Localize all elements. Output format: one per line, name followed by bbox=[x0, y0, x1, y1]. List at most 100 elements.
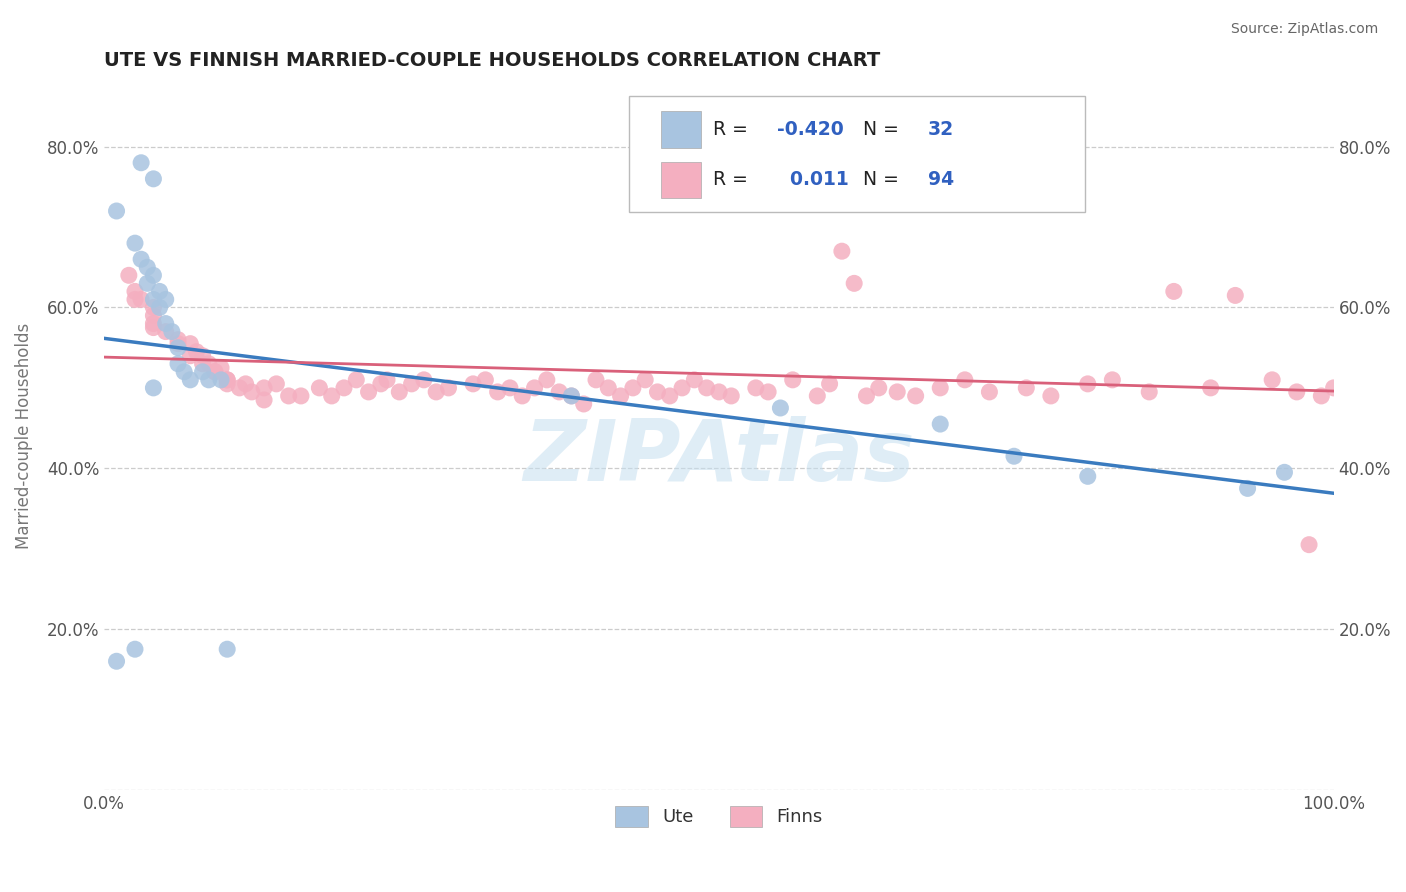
Point bbox=[167, 336, 190, 351]
Point bbox=[510, 389, 533, 403]
Point bbox=[142, 301, 165, 315]
Point bbox=[769, 401, 792, 415]
Point bbox=[228, 381, 250, 395]
Point bbox=[560, 389, 582, 403]
Point bbox=[1298, 538, 1320, 552]
Point bbox=[155, 317, 177, 331]
Text: R =: R = bbox=[713, 170, 748, 189]
Point bbox=[167, 333, 190, 347]
Point bbox=[197, 373, 219, 387]
Point bbox=[1077, 469, 1099, 483]
Point bbox=[167, 341, 190, 355]
Text: Source: ZipAtlas.com: Source: ZipAtlas.com bbox=[1230, 22, 1378, 37]
Text: -0.420: -0.420 bbox=[776, 120, 844, 139]
Point bbox=[375, 373, 398, 387]
Point bbox=[1225, 288, 1247, 302]
Point bbox=[621, 381, 644, 395]
Point bbox=[290, 389, 312, 403]
Point bbox=[855, 389, 877, 403]
Point bbox=[253, 392, 276, 407]
Legend: Ute, Finns: Ute, Finns bbox=[607, 798, 830, 834]
Point bbox=[720, 196, 742, 211]
Point bbox=[105, 654, 128, 668]
Point bbox=[148, 301, 170, 315]
Point bbox=[1101, 373, 1123, 387]
Point bbox=[1137, 384, 1160, 399]
Point bbox=[197, 357, 219, 371]
Point bbox=[191, 349, 214, 363]
Point bbox=[129, 155, 152, 169]
Point bbox=[1236, 482, 1258, 496]
Point bbox=[671, 381, 693, 395]
Point bbox=[148, 285, 170, 299]
Point bbox=[155, 325, 177, 339]
Point bbox=[142, 317, 165, 331]
Point bbox=[560, 389, 582, 403]
Point bbox=[253, 381, 276, 395]
Text: R =: R = bbox=[713, 120, 748, 139]
Point bbox=[191, 365, 214, 379]
Point bbox=[634, 373, 657, 387]
Point bbox=[499, 381, 522, 395]
Point bbox=[105, 204, 128, 219]
Y-axis label: Married-couple Households: Married-couple Households bbox=[15, 323, 32, 549]
Point bbox=[1002, 449, 1025, 463]
Point bbox=[806, 389, 828, 403]
Point bbox=[461, 376, 484, 391]
Point bbox=[167, 357, 190, 371]
Bar bbox=[661, 112, 700, 148]
Point bbox=[1274, 465, 1296, 479]
Point bbox=[124, 285, 146, 299]
Point bbox=[720, 389, 742, 403]
Point bbox=[1039, 389, 1062, 403]
Point bbox=[142, 309, 165, 323]
Point bbox=[745, 381, 768, 395]
Point bbox=[401, 376, 423, 391]
Text: 94: 94 bbox=[928, 170, 955, 189]
Point bbox=[818, 376, 841, 391]
Point bbox=[979, 384, 1001, 399]
Point bbox=[217, 373, 239, 387]
Point bbox=[142, 381, 165, 395]
Point bbox=[609, 389, 631, 403]
Point bbox=[683, 373, 706, 387]
FancyBboxPatch shape bbox=[630, 95, 1085, 211]
Point bbox=[658, 389, 681, 403]
Point bbox=[217, 642, 239, 657]
Point bbox=[536, 373, 558, 387]
Point bbox=[1323, 381, 1346, 395]
Point bbox=[142, 171, 165, 186]
Point bbox=[437, 381, 460, 395]
Point bbox=[204, 365, 226, 379]
Point bbox=[118, 268, 141, 283]
Point bbox=[235, 376, 257, 391]
Point bbox=[572, 397, 595, 411]
Point bbox=[129, 252, 152, 267]
Point bbox=[1015, 381, 1038, 395]
Text: 32: 32 bbox=[928, 120, 955, 139]
Point bbox=[756, 384, 779, 399]
Point bbox=[412, 373, 434, 387]
Point bbox=[142, 320, 165, 334]
Point bbox=[370, 376, 392, 391]
Text: UTE VS FINNISH MARRIED-COUPLE HOUSEHOLDS CORRELATION CHART: UTE VS FINNISH MARRIED-COUPLE HOUSEHOLDS… bbox=[104, 51, 880, 70]
Point bbox=[179, 336, 201, 351]
Point bbox=[173, 365, 195, 379]
Point bbox=[186, 344, 208, 359]
Text: 0.011: 0.011 bbox=[776, 170, 848, 189]
Point bbox=[782, 373, 804, 387]
Point bbox=[179, 373, 201, 387]
Point bbox=[179, 349, 201, 363]
Point bbox=[707, 384, 730, 399]
Point bbox=[904, 389, 927, 403]
Point bbox=[142, 293, 165, 307]
Point bbox=[523, 381, 546, 395]
Text: N =: N = bbox=[863, 120, 898, 139]
Point bbox=[240, 384, 263, 399]
Point bbox=[217, 376, 239, 391]
Point bbox=[357, 384, 380, 399]
Point bbox=[696, 381, 718, 395]
Point bbox=[155, 293, 177, 307]
Point bbox=[474, 373, 496, 387]
Point bbox=[844, 277, 866, 291]
